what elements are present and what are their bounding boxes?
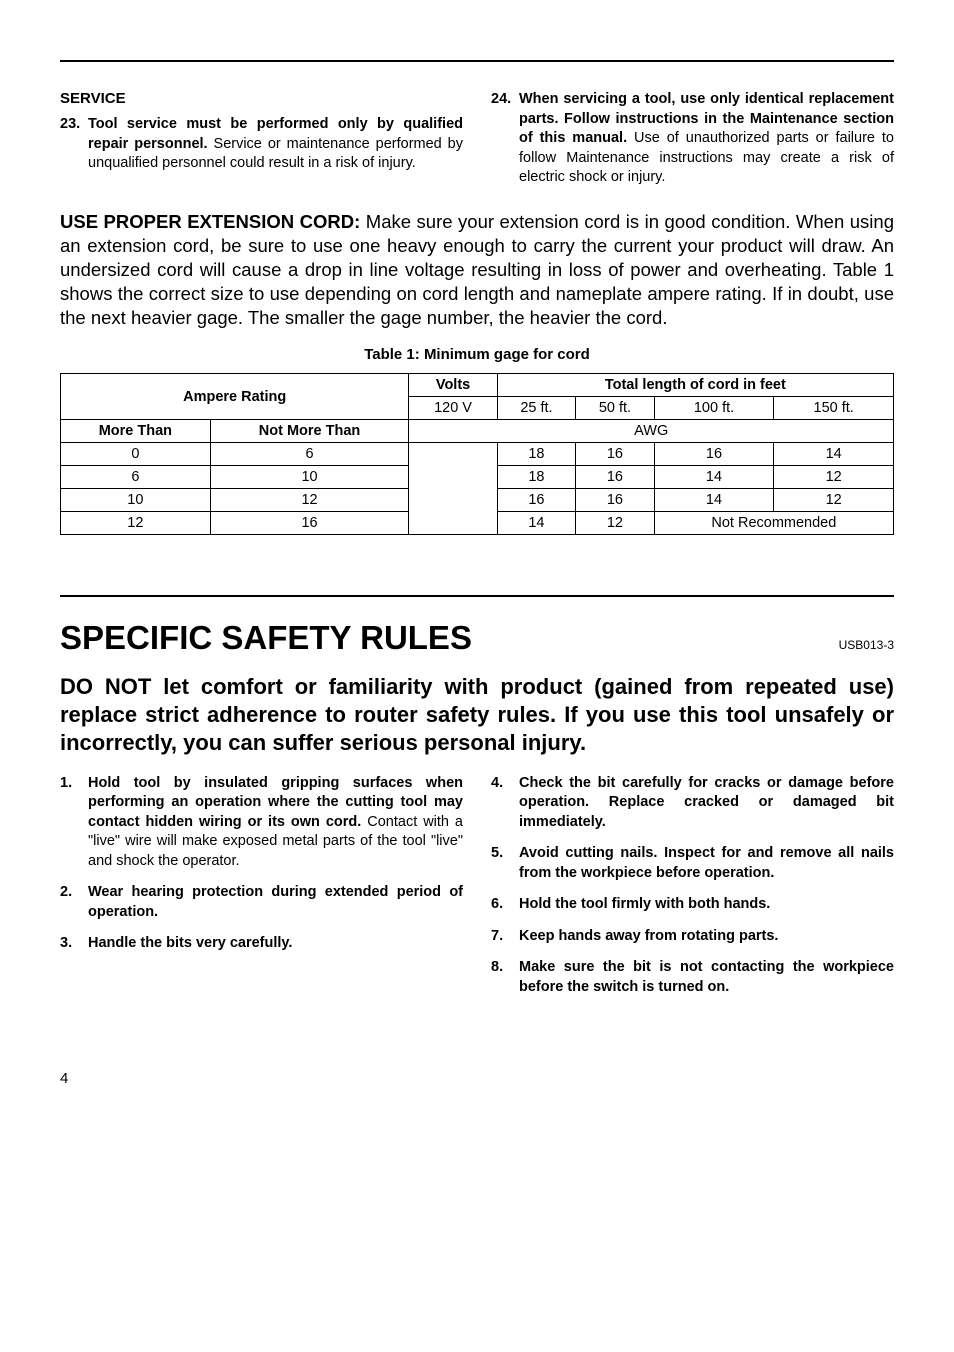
service-col-left: SERVICE 23. Tool service must be perform…	[60, 90, 463, 196]
rule-text: Make sure the bit is not contacting the …	[519, 958, 894, 997]
td-more: 0	[61, 443, 211, 466]
td-val: 14	[774, 443, 894, 466]
specific-heading-row: SPECIFIC SAFETY RULES USB013-3	[60, 619, 894, 657]
rule-number: 1.	[60, 774, 88, 872]
th-not-more-than: Not More Than	[210, 420, 409, 443]
td-val: 16	[497, 489, 576, 512]
rule-item: 7. Keep hands away from rotating parts.	[491, 927, 894, 947]
table-caption: Table 1: Minimum gage for cord	[60, 346, 894, 363]
rule-item: 8. Make sure the bit is not contacting t…	[491, 958, 894, 997]
th-volts: Volts	[409, 374, 497, 397]
td-val: 12	[576, 512, 655, 535]
rule-number: 5.	[491, 844, 519, 883]
td-awg: AWG	[409, 420, 894, 443]
item-number: 23.	[60, 115, 88, 174]
rule-item: 2. Wear hearing protection during extend…	[60, 883, 463, 922]
td-val: 16	[654, 443, 774, 466]
td-more: 10	[61, 489, 211, 512]
service-col-right: 24. When servicing a tool, use only iden…	[491, 90, 894, 196]
specific-code: USB013-3	[839, 638, 894, 652]
td-not-recommended: Not Recommended	[654, 512, 893, 535]
rule-bold: Handle the bits very carefully.	[88, 935, 292, 951]
td-val: 16	[576, 466, 655, 489]
td-more: 6	[61, 466, 211, 489]
td-notmore: 12	[210, 489, 409, 512]
td-volts-val: 120 V	[409, 397, 497, 420]
rule-item: 5. Avoid cutting nails. Inspect for and …	[491, 844, 894, 883]
extension-bold: USE PROPER EXTENSION CORD:	[60, 211, 360, 232]
rule-item: 3. Handle the bits very carefully.	[60, 934, 463, 954]
rule-text: Avoid cutting nails. Inspect for and rem…	[519, 844, 894, 883]
rule-bold: Avoid cutting nails. Inspect for and rem…	[519, 845, 894, 881]
gage-table: Ampere Rating Volts Total length of cord…	[60, 373, 894, 535]
td-val: 16	[576, 443, 655, 466]
item-text: Tool service must be performed only by q…	[88, 115, 463, 174]
rule-text: Keep hands away from rotating parts.	[519, 927, 894, 947]
rule-number: 4.	[491, 774, 519, 833]
th-more-than: More Than	[61, 420, 211, 443]
rule-item: 1. Hold tool by insulated gripping surfa…	[60, 774, 463, 872]
th-total-length: Total length of cord in feet	[497, 374, 893, 397]
td-val: 12	[774, 489, 894, 512]
td-length: 150 ft.	[774, 397, 894, 420]
rule-text: Hold the tool firmly with both hands.	[519, 895, 894, 915]
td-notmore: 16	[210, 512, 409, 535]
rule-number: 8.	[491, 958, 519, 997]
rule-number: 7.	[491, 927, 519, 947]
top-rule	[60, 60, 894, 62]
rule-bold: Make sure the bit is not contacting the …	[519, 959, 894, 995]
rule-item: 6. Hold the tool firmly with both hands.	[491, 895, 894, 915]
rules-col-right: 4. Check the bit carefully for cracks or…	[491, 774, 894, 1010]
service-item: 23. Tool service must be performed only …	[60, 115, 463, 174]
td-val: 18	[497, 443, 576, 466]
rules-columns: 1. Hold tool by insulated gripping surfa…	[60, 774, 894, 1010]
rule-item: 4. Check the bit carefully for cracks or…	[491, 774, 894, 833]
page-number: 4	[60, 1070, 894, 1087]
service-columns: SERVICE 23. Tool service must be perform…	[60, 90, 894, 196]
td-length: 50 ft.	[576, 397, 655, 420]
td-val: 14	[497, 512, 576, 535]
specific-heading: SPECIFIC SAFETY RULES	[60, 619, 472, 657]
rule-number: 2.	[60, 883, 88, 922]
rule-bold: Hold the tool firmly with both hands.	[519, 896, 770, 912]
td-val: 18	[497, 466, 576, 489]
rule-number: 3.	[60, 934, 88, 954]
table-row: 0 6 18 16 16 14	[61, 443, 894, 466]
td-val: 16	[576, 489, 655, 512]
th-ampere-rating: Ampere Rating	[61, 374, 409, 420]
item-text: When servicing a tool, use only identica…	[519, 90, 894, 188]
rule-number: 6.	[491, 895, 519, 915]
rule-bold: Check the bit carefully for cracks or da…	[519, 775, 894, 830]
service-heading: SERVICE	[60, 90, 463, 107]
td-length: 100 ft.	[654, 397, 774, 420]
rule-text: Handle the bits very carefully.	[88, 934, 463, 954]
specific-lead: DO NOT let comfort or familiarity with p…	[60, 673, 894, 757]
service-item: 24. When servicing a tool, use only iden…	[491, 90, 894, 188]
rules-col-left: 1. Hold tool by insulated gripping surfa…	[60, 774, 463, 1010]
table-row: Ampere Rating Volts Total length of cord…	[61, 374, 894, 397]
td-notmore: 10	[210, 466, 409, 489]
rule-text: Check the bit carefully for cracks or da…	[519, 774, 894, 833]
td-notmore: 6	[210, 443, 409, 466]
table-row: More Than Not More Than AWG	[61, 420, 894, 443]
rule-bold: Keep hands away from rotating parts.	[519, 928, 778, 944]
td-length: 25 ft.	[497, 397, 576, 420]
rule-bold: Wear hearing protection during extended …	[88, 884, 463, 920]
td-val: 14	[654, 489, 774, 512]
rule-text: Hold tool by insulated gripping surfaces…	[88, 774, 463, 872]
td-val: 12	[774, 466, 894, 489]
td-val: 14	[654, 466, 774, 489]
extension-paragraph: USE PROPER EXTENSION CORD: Make sure you…	[60, 210, 894, 330]
td-more: 12	[61, 512, 211, 535]
section-rule	[60, 595, 894, 597]
td-blank	[409, 443, 497, 535]
rule-text: Wear hearing protection during extended …	[88, 883, 463, 922]
item-number: 24.	[491, 90, 519, 188]
